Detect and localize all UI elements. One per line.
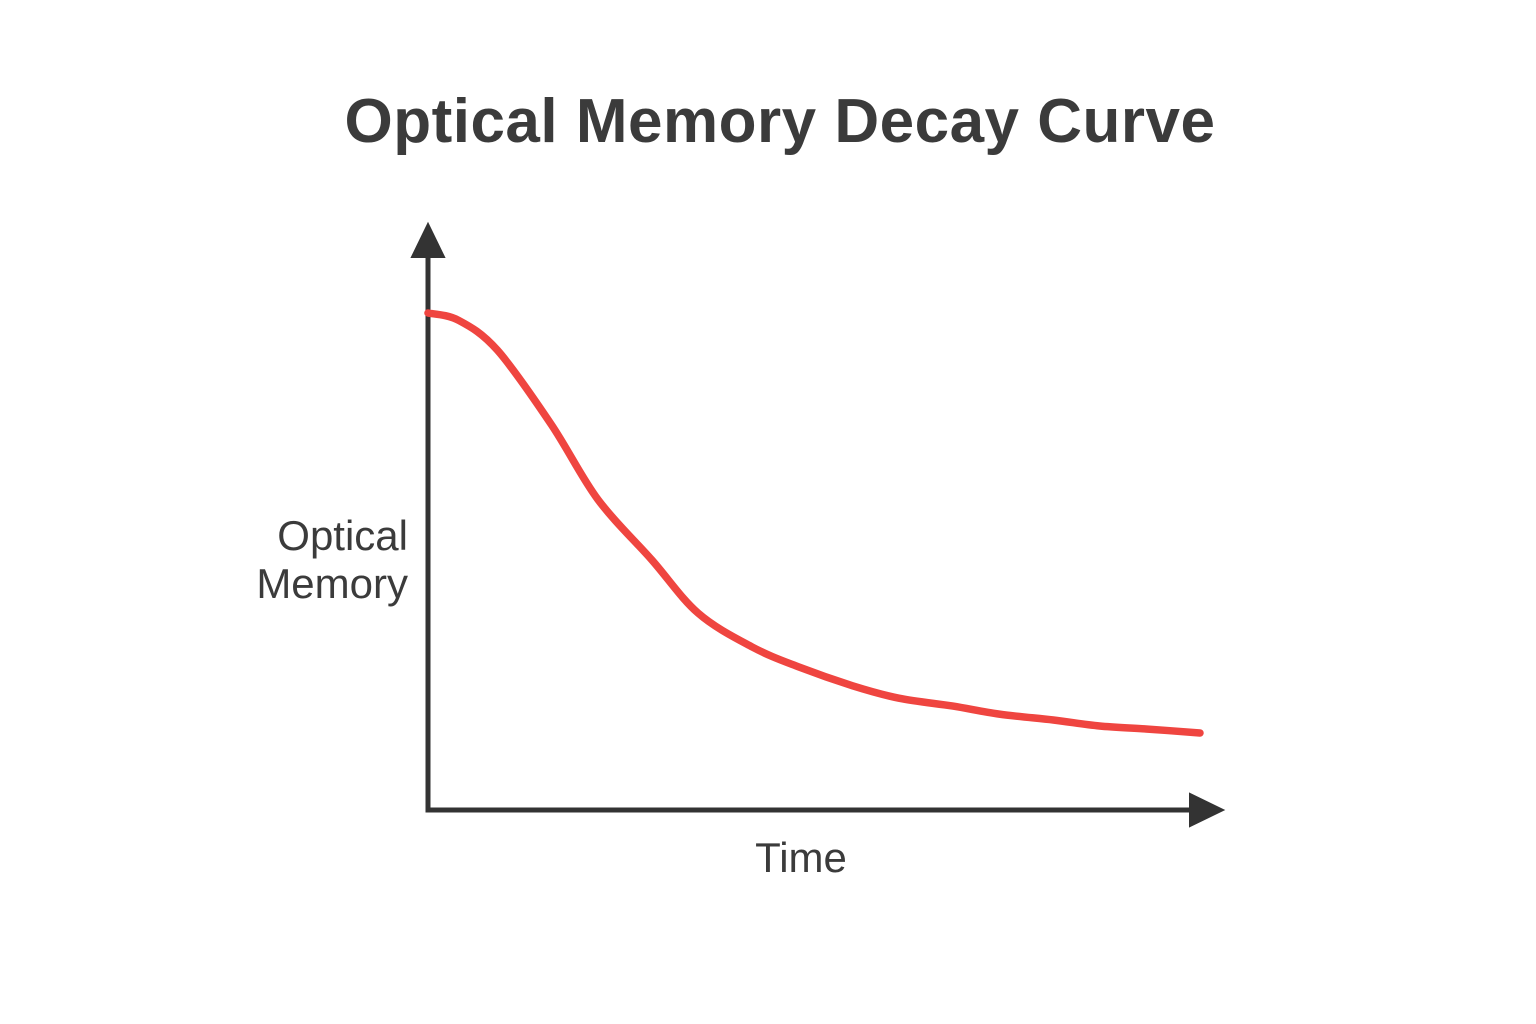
y-axis-label: Optical Memory — [256, 512, 408, 607]
x-axis-arrowhead — [1189, 792, 1226, 828]
x-axis-label: Time — [755, 834, 847, 881]
decay-curve — [424, 309, 1204, 737]
chart-title: Optical Memory Decay Curve — [344, 87, 1216, 156]
y-axis-arrowhead — [410, 221, 446, 258]
